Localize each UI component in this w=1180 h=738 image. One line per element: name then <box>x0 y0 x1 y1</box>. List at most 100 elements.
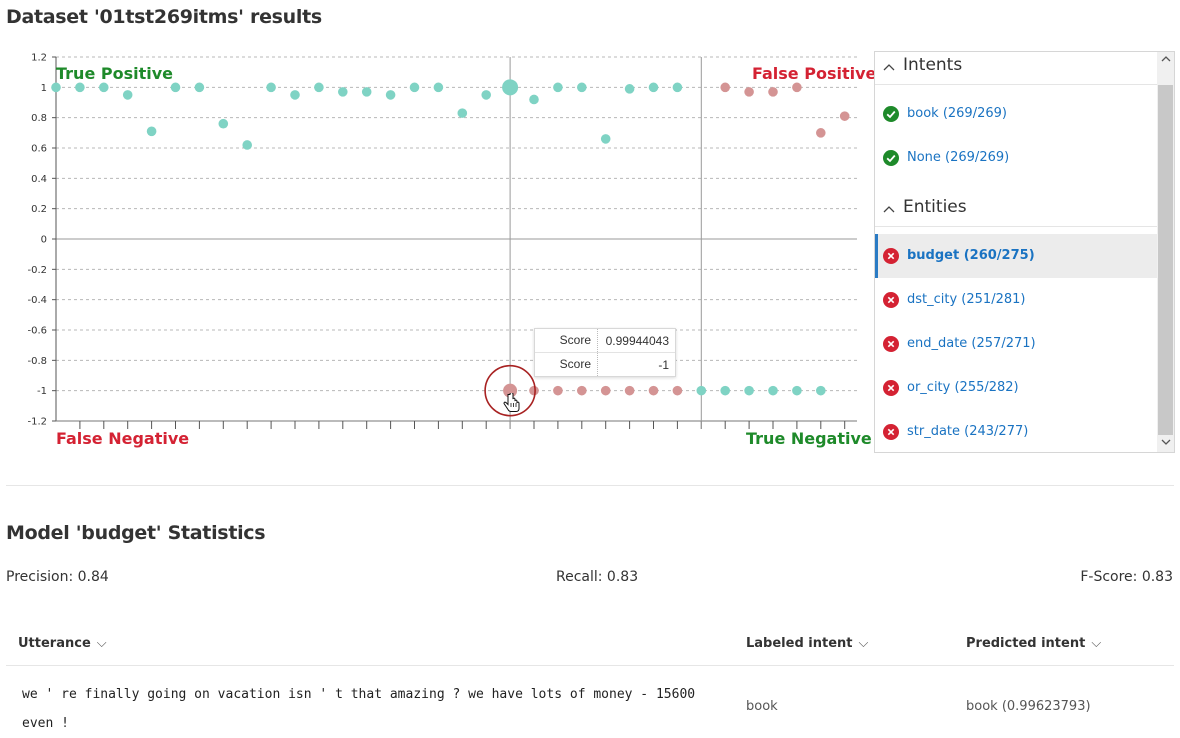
entity-item-label[interactable]: or_city (255/282) <box>907 380 1019 395</box>
data-point <box>75 82 85 93</box>
data-point <box>502 79 519 96</box>
y-tick-label: -0.2 <box>27 265 47 276</box>
intents-section-header[interactable]: Intents <box>875 52 1157 85</box>
score-tooltip: Score 0.99944043 Score -1 <box>534 328 676 377</box>
intents-entities-panel[interactable]: Intents book (269/269) None (269/269) En… <box>874 51 1175 453</box>
data-point <box>503 383 518 398</box>
error-circle-icon <box>883 380 899 396</box>
column-header-label: Labeled intent <box>746 636 853 651</box>
chevron-down-icon[interactable]: ⌵ <box>858 636 869 651</box>
intent-item-label[interactable]: None (269/269) <box>907 150 1010 165</box>
data-point <box>553 82 563 93</box>
data-point <box>51 82 61 93</box>
data-point <box>433 82 444 93</box>
entity-item-str-date[interactable]: str_date (243/277) <box>875 410 1157 452</box>
column-header-utterance[interactable]: Utterance ⌵ <box>18 636 107 651</box>
y-tick-label: 0.6 <box>31 144 47 155</box>
data-point <box>361 87 372 97</box>
data-point <box>648 385 659 396</box>
data-point <box>122 90 133 100</box>
data-point <box>146 126 157 137</box>
fscore-value: F-Score: 0.83 <box>1080 569 1173 585</box>
data-point <box>338 87 348 97</box>
data-point <box>816 128 826 138</box>
scroll-up-arrow-icon[interactable] <box>1157 52 1174 69</box>
tooltip-value: 0.99944043 <box>605 333 669 348</box>
entity-item-label[interactable]: end_date (257/271) <box>907 336 1036 351</box>
precision-value: Precision: 0.84 <box>6 569 109 585</box>
intent-item-none[interactable]: None (269/269) <box>875 136 1157 180</box>
tooltip-value: -1 <box>658 357 669 372</box>
data-point <box>600 385 611 396</box>
data-point <box>792 385 802 396</box>
scatter-chart[interactable]: 1.2 1 0.8 0.6 0.4 0.2 0 -0.2 -0.4 -0.6 -0.8 -1 -1.2 <box>0 40 870 460</box>
data-point <box>218 118 229 129</box>
entity-item-label[interactable]: budget (260/275) <box>907 248 1035 263</box>
entities-section-header[interactable]: Entities <box>875 194 1157 227</box>
intents-header-label: Intents <box>903 55 963 75</box>
entity-item-dst-city[interactable]: dst_city (251/281) <box>875 278 1157 322</box>
intent-item-book[interactable]: book (269/269) <box>875 92 1157 136</box>
statistics-title: Model 'budget' Statistics <box>6 522 266 544</box>
data-point <box>577 385 587 396</box>
data-point <box>768 87 778 97</box>
y-tick-label: 0 <box>41 235 47 246</box>
data-point <box>553 385 563 396</box>
data-point <box>170 82 181 93</box>
error-circle-icon <box>883 336 899 352</box>
data-point <box>816 385 826 396</box>
tooltip-row: Score -1 <box>535 352 675 376</box>
data-point <box>792 82 802 93</box>
chevron-up-icon[interactable] <box>883 59 895 79</box>
data-point <box>624 84 635 94</box>
true-negative-label: True Negative <box>746 429 872 448</box>
y-tick-label: -0.6 <box>27 326 47 337</box>
data-point <box>290 90 300 100</box>
tooltip-key: Score <box>535 353 598 376</box>
column-header-predicted-intent[interactable]: Predicted intent ⌵ <box>966 636 1101 651</box>
column-header-labeled-intent[interactable]: Labeled intent ⌵ <box>746 636 868 651</box>
y-tick-label: -0.8 <box>27 356 47 367</box>
data-point <box>266 82 276 93</box>
table-header-divider <box>6 665 1174 666</box>
y-tick-label: 0.2 <box>31 204 47 215</box>
data-point <box>839 111 850 121</box>
page-title: Dataset '01tst269itms' results <box>6 6 322 28</box>
error-circle-icon <box>883 424 899 440</box>
data-point <box>481 90 492 100</box>
data-point <box>577 82 587 93</box>
column-header-label: Predicted intent <box>966 636 1086 651</box>
y-tick-label: -1.2 <box>27 417 47 428</box>
chevron-down-icon[interactable]: ⌵ <box>1091 636 1102 651</box>
y-tick-label: 0.8 <box>31 113 47 124</box>
data-point <box>672 385 683 396</box>
scrollbar-thumb[interactable] <box>1158 85 1173 435</box>
data-point <box>529 94 539 105</box>
data-point <box>696 385 707 396</box>
entity-item-or-city[interactable]: or_city (255/282) <box>875 366 1157 410</box>
data-point <box>768 385 778 396</box>
table-cell-utterance: we ' re finally going on vacation isn ' … <box>22 687 696 731</box>
check-circle-icon <box>883 150 899 166</box>
data-point <box>529 385 539 396</box>
entity-item-budget[interactable]: budget (260/275) <box>875 234 1160 278</box>
chevron-up-icon[interactable] <box>883 201 895 221</box>
scroll-down-arrow-icon[interactable] <box>1157 435 1174 452</box>
data-point <box>409 82 420 93</box>
data-point <box>720 82 730 93</box>
data-point <box>744 385 754 396</box>
table-cell-labeled-intent: book <box>746 699 778 714</box>
data-point <box>600 134 611 144</box>
data-point <box>242 140 252 150</box>
hover-ring <box>484 364 536 417</box>
data-point <box>457 108 468 118</box>
y-tick-label: 0.4 <box>31 174 47 185</box>
intent-item-label[interactable]: book (269/269) <box>907 106 1007 121</box>
entity-item-label[interactable]: str_date (243/277) <box>907 424 1029 439</box>
data-point <box>720 385 730 396</box>
entity-item-end-date[interactable]: end_date (257/271) <box>875 322 1157 366</box>
chevron-down-icon[interactable]: ⌵ <box>96 636 107 651</box>
panel-scrollbar[interactable] <box>1157 52 1174 452</box>
data-point <box>314 82 324 93</box>
entity-item-label[interactable]: dst_city (251/281) <box>907 292 1026 307</box>
